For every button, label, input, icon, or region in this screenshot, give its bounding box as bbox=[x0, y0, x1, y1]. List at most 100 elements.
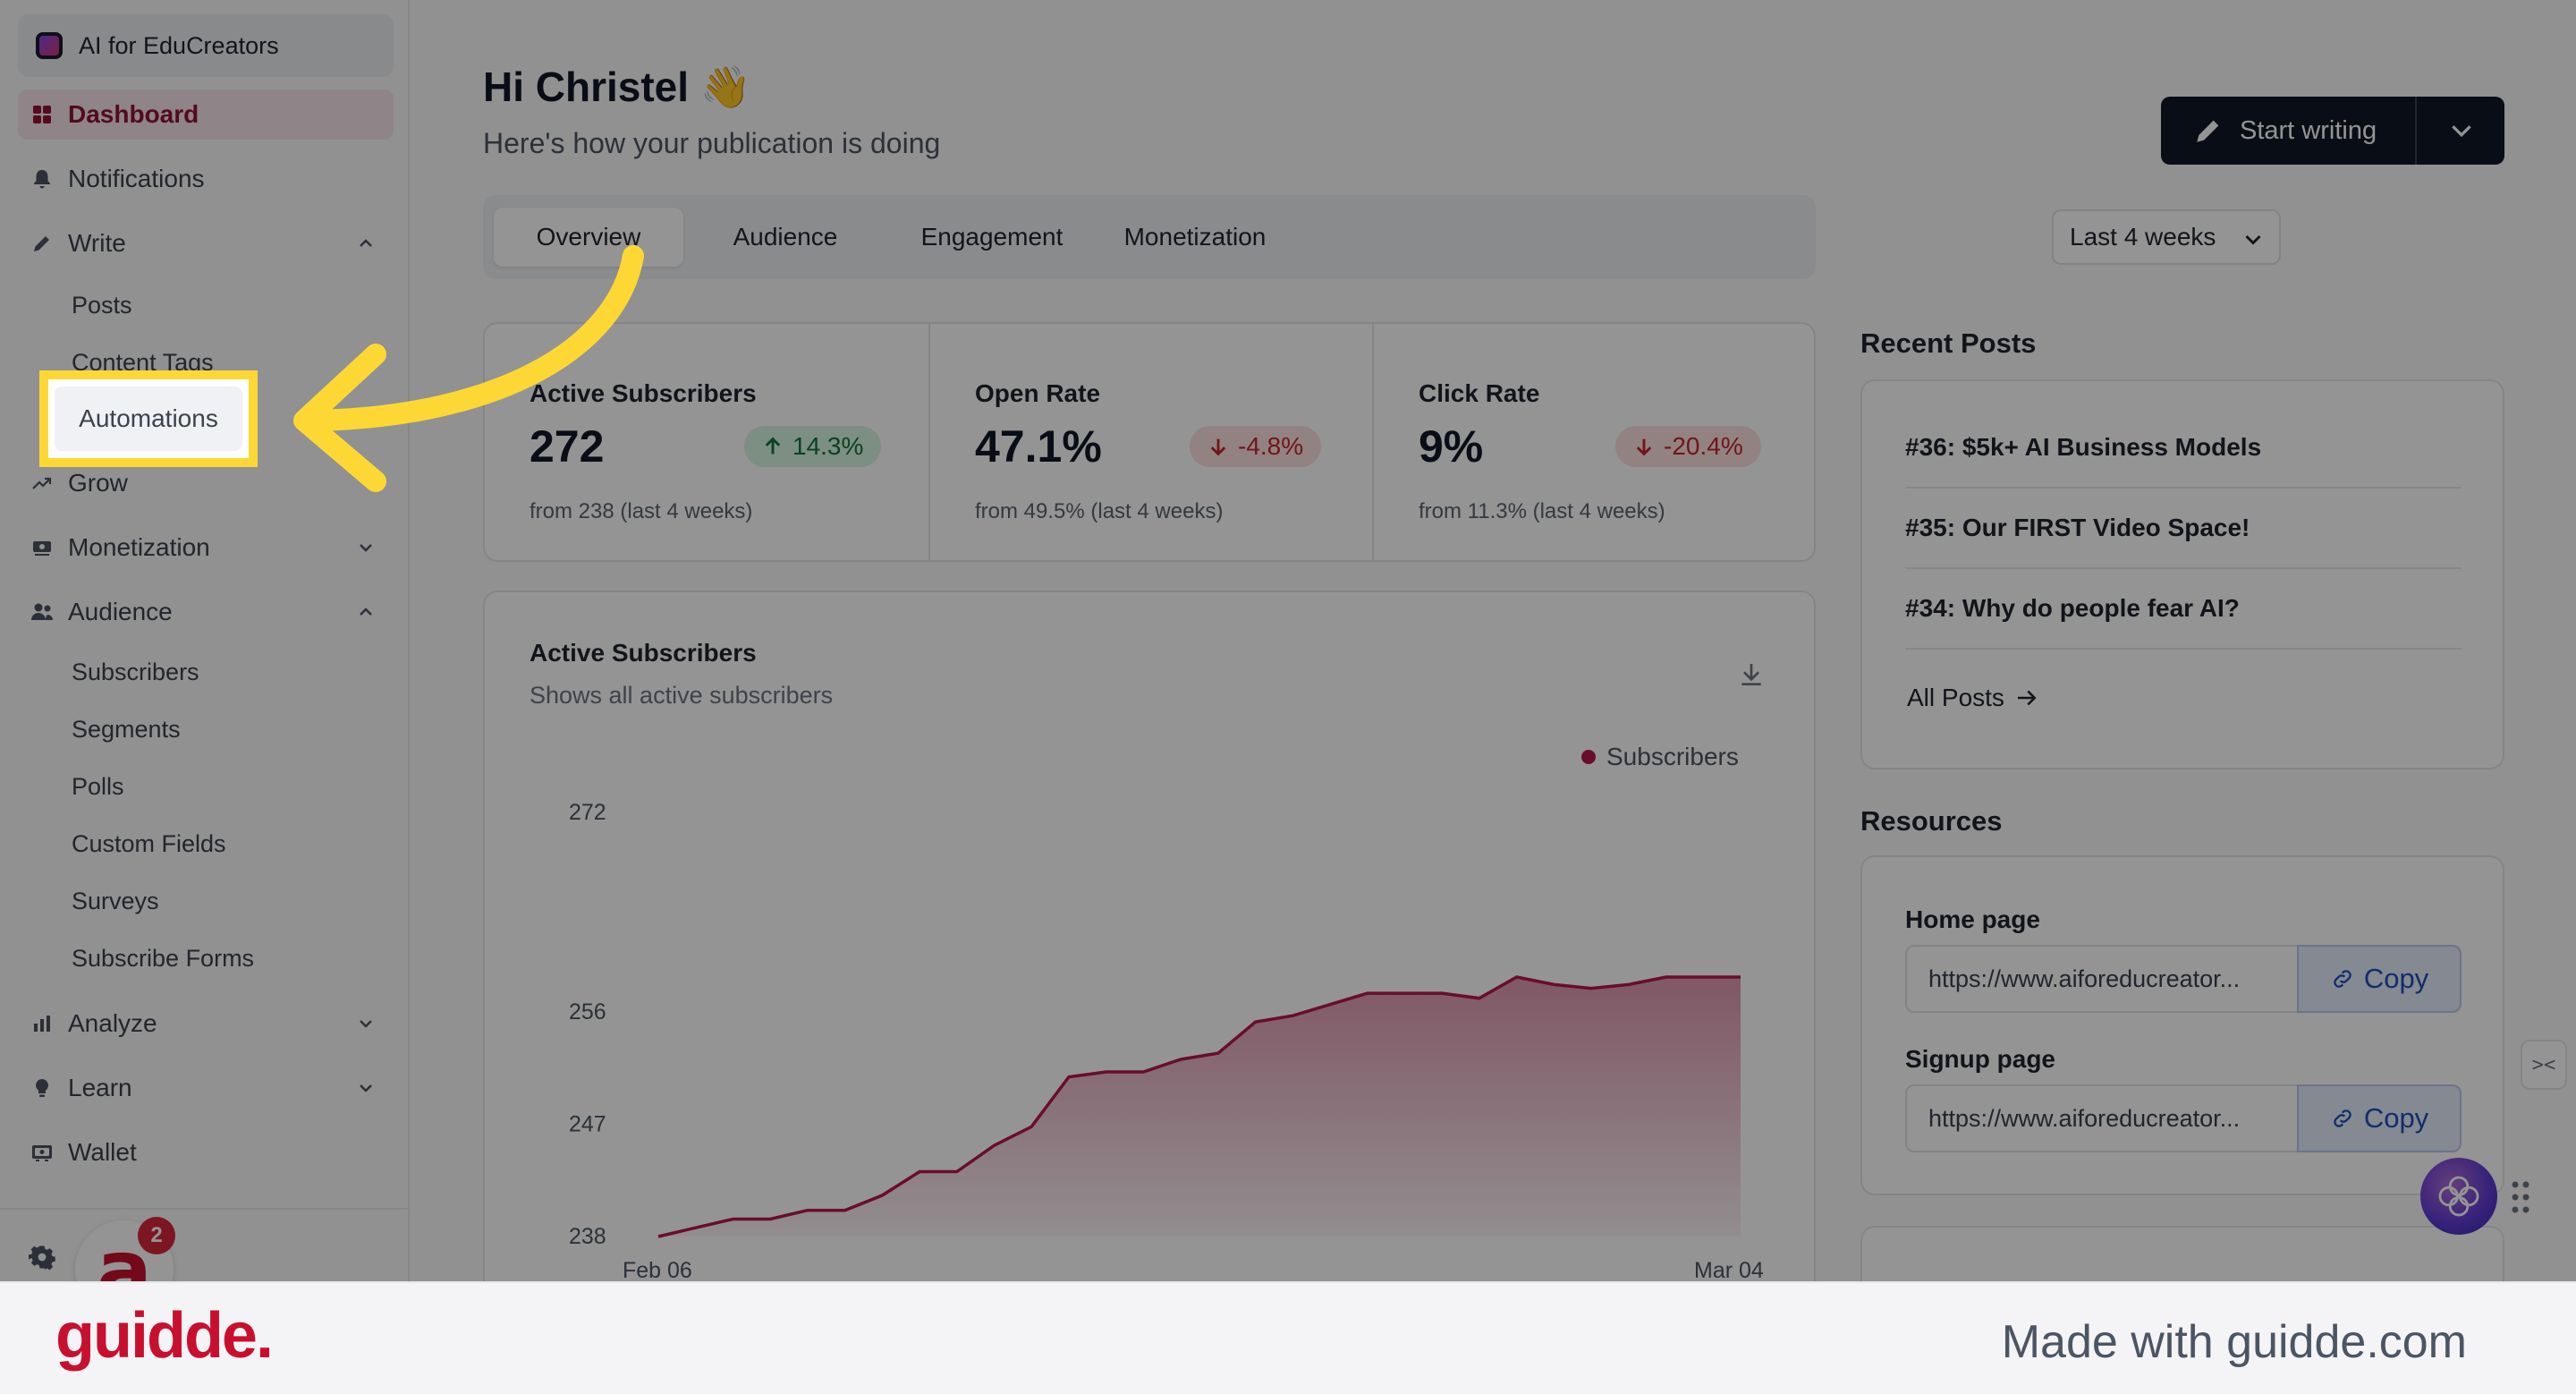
stat-title: Active Subscribers bbox=[530, 379, 757, 407]
sidebar-item-grow[interactable]: Grow bbox=[18, 458, 394, 508]
publication-switcher[interactable]: AI for EduCreators bbox=[18, 14, 394, 77]
date-range-select[interactable]: Last 4 weeks bbox=[2052, 209, 2281, 265]
bar-chart-icon bbox=[30, 1012, 54, 1035]
stat-active-subscribers: Active Subscribers 272 14.3% from 238 (l… bbox=[485, 324, 928, 560]
stat-delta-badge: -4.8% bbox=[1190, 426, 1322, 467]
guide-arrow-icon bbox=[293, 245, 644, 492]
chart-subtitle: Shows all active subscribers bbox=[530, 682, 834, 709]
sidebar-item-label: Wallet bbox=[68, 1138, 137, 1166]
chart-legend: Subscribers bbox=[1581, 743, 1739, 771]
chevron-down-icon[interactable] bbox=[354, 1012, 377, 1035]
stat-delta-badge: -20.4% bbox=[1615, 426, 1761, 467]
legend-label: Subscribers bbox=[1606, 743, 1739, 770]
legend-dot bbox=[1581, 750, 1596, 764]
sidebar: AI for EduCreators Dashboard Notificatio… bbox=[0, 0, 410, 1281]
y-tick-label: 238 bbox=[569, 1224, 606, 1249]
recent-post-item[interactable]: #36: $5k+ AI Business Models bbox=[1905, 408, 2462, 489]
start-writing-button[interactable]: Start writing bbox=[2161, 97, 2504, 165]
stat-delta-value: -20.4% bbox=[1664, 432, 1743, 460]
download-icon[interactable] bbox=[1737, 660, 1766, 689]
sidebar-subitem-posts[interactable]: Posts bbox=[72, 292, 132, 319]
y-tick-label: 272 bbox=[569, 800, 606, 825]
lightbulb-icon bbox=[30, 1076, 54, 1100]
signup-page-url-field[interactable]: https://www.aiforeducreator... bbox=[1905, 1084, 2299, 1152]
sidebar-item-label: Write bbox=[68, 229, 126, 257]
sidebar-subitem-polls[interactable]: Polls bbox=[72, 773, 124, 800]
x-tick-label: Mar 04 bbox=[1694, 1258, 1764, 1283]
stat-from: from 49.5% (last 4 weeks) bbox=[975, 499, 1224, 523]
sidebar-item-wallet[interactable]: Wallet bbox=[18, 1127, 394, 1177]
tab-engagement[interactable]: Engagement bbox=[920, 223, 1063, 251]
sidebar-subitem-automations[interactable]: Automations bbox=[55, 387, 242, 451]
stat-delta-value: 14.3% bbox=[792, 432, 864, 460]
sidebar-item-label: Learn bbox=[68, 1074, 132, 1101]
sidebar-item-dashboard[interactable]: Dashboard bbox=[18, 89, 394, 140]
recent-post-item[interactable]: #34: Why do people fear AI? bbox=[1905, 569, 2462, 650]
users-icon bbox=[30, 600, 54, 624]
all-posts-label: All Posts bbox=[1907, 684, 2004, 711]
tab-audience[interactable]: Audience bbox=[733, 223, 838, 251]
chart-title: Active Subscribers bbox=[530, 639, 757, 667]
publication-name: AI for EduCreators bbox=[79, 31, 279, 59]
recent-post-item[interactable]: #35: Our FIRST Video Space! bbox=[1905, 489, 2462, 569]
copy-label: Copy bbox=[2363, 963, 2429, 994]
wallet-icon bbox=[30, 1141, 54, 1164]
greeting-title: Hi Christel 👋 bbox=[483, 64, 752, 110]
start-writing-label: Start writing bbox=[2240, 115, 2377, 145]
subscribers-area-chart: 238 247 256 272 Feb 06 Mar 04 bbox=[569, 800, 1764, 1283]
arrow-down-icon bbox=[1636, 438, 1652, 456]
sidebar-item-audience[interactable]: Audience bbox=[18, 587, 394, 637]
stat-delta-value: -4.8% bbox=[1238, 432, 1304, 460]
guide-highlight-box: Automations bbox=[39, 370, 258, 467]
chevron-down-icon[interactable] bbox=[354, 536, 377, 559]
assistant-bubble-icon[interactable] bbox=[2420, 1158, 2497, 1235]
collapse-panel-icon[interactable]: >< bbox=[2521, 1040, 2567, 1090]
button-separator bbox=[2415, 97, 2417, 165]
arrow-right-icon bbox=[2017, 690, 2037, 706]
tab-overview[interactable]: Overview bbox=[494, 208, 683, 267]
chevron-up-icon[interactable] bbox=[354, 232, 377, 255]
sidebar-item-learn[interactable]: Learn bbox=[18, 1063, 394, 1113]
sidebar-subitem-subscribers[interactable]: Subscribers bbox=[72, 659, 199, 685]
copy-signup-url-button[interactable]: Copy bbox=[2297, 1084, 2462, 1152]
sidebar-item-analyze[interactable]: Analyze bbox=[18, 999, 394, 1049]
recent-posts-card: #36: $5k+ AI Business Models #35: Our FI… bbox=[1860, 379, 2504, 769]
sidebar-item-label: Dashboard bbox=[68, 100, 199, 128]
sidebar-subitem-custom-fields[interactable]: Custom Fields bbox=[72, 830, 226, 857]
chevron-down-icon bbox=[2240, 225, 2267, 252]
stat-title: Click Rate bbox=[1419, 379, 1540, 407]
notification-count-badge: 2 bbox=[138, 1217, 175, 1254]
stat-divider bbox=[1372, 324, 1374, 560]
sidebar-subitem-surveys[interactable]: Surveys bbox=[72, 888, 159, 914]
all-posts-link[interactable]: All Posts bbox=[1907, 684, 2040, 712]
made-with-text: Made with guidde.com bbox=[2001, 1316, 2467, 1368]
home-page-url-field[interactable]: https://www.aiforeducreator... bbox=[1905, 945, 2299, 1013]
resources-card: Home page https://www.aiforeducreator...… bbox=[1860, 855, 2504, 1195]
stat-open-rate: Open Rate 47.1% -4.8% from 49.5% (last 4… bbox=[930, 324, 1372, 560]
chevron-down-icon[interactable] bbox=[354, 1076, 377, 1100]
chevron-up-icon[interactable] bbox=[354, 600, 377, 624]
publication-logo bbox=[36, 32, 63, 59]
sidebar-subitem-segments[interactable]: Segments bbox=[72, 716, 181, 743]
sidebar-item-notifications[interactable]: Notifications bbox=[18, 154, 394, 204]
resources-title: Resources bbox=[1860, 805, 2003, 837]
sidebar-subitem-subscribe-forms[interactable]: Subscribe Forms bbox=[72, 945, 255, 972]
stat-value: 9% bbox=[1419, 421, 1484, 472]
gear-icon[interactable] bbox=[29, 1244, 55, 1271]
money-icon bbox=[30, 536, 54, 559]
chevron-down-icon[interactable] bbox=[2447, 116, 2476, 145]
date-range-value: Last 4 weeks bbox=[2070, 223, 2216, 251]
drag-handle-icon[interactable] bbox=[2510, 1179, 2531, 1215]
link-icon bbox=[2334, 1109, 2351, 1127]
sidebar-divider bbox=[0, 1208, 408, 1210]
stat-title: Open Rate bbox=[975, 379, 1101, 407]
sidebar-item-label: Analyze bbox=[68, 1009, 157, 1037]
greeting-subtitle: Here's how your publication is doing bbox=[483, 127, 941, 159]
sidebar-item-write[interactable]: Write bbox=[18, 218, 394, 268]
copy-home-url-button[interactable]: Copy bbox=[2297, 945, 2462, 1013]
pencil-icon bbox=[2193, 115, 2224, 146]
sidebar-item-label: Monetization bbox=[68, 533, 210, 561]
sidebar-item-monetization[interactable]: Monetization bbox=[18, 523, 394, 573]
sidebar-item-label: Grow bbox=[68, 469, 128, 497]
tab-monetization[interactable]: Monetization bbox=[1123, 223, 1267, 251]
